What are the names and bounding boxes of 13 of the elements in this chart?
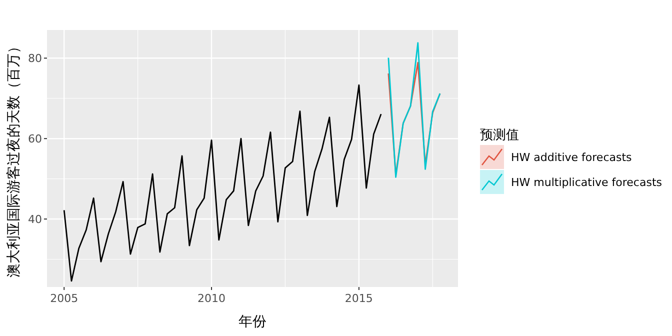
y-axis-title: 澳大利亚国际游客过夜的天数（百万） — [6, 40, 22, 278]
legend-label: HW multiplicative forecasts — [511, 176, 662, 189]
x-tick-label: 2005 — [50, 292, 78, 305]
line-series — [63, 84, 382, 282]
x-tick-label: 2015 — [344, 292, 373, 305]
legend-title: 预测值 — [480, 128, 519, 143]
legend-label: HW additive forecasts — [511, 151, 632, 164]
x-axis-title: 年份 — [238, 314, 266, 330]
x-tick-label: 2010 — [198, 292, 226, 305]
y-tick-label: 80 — [28, 52, 42, 66]
y-tick-label: 40 — [28, 213, 42, 226]
line-series — [388, 42, 441, 178]
y-tick-label: 60 — [28, 132, 42, 146]
